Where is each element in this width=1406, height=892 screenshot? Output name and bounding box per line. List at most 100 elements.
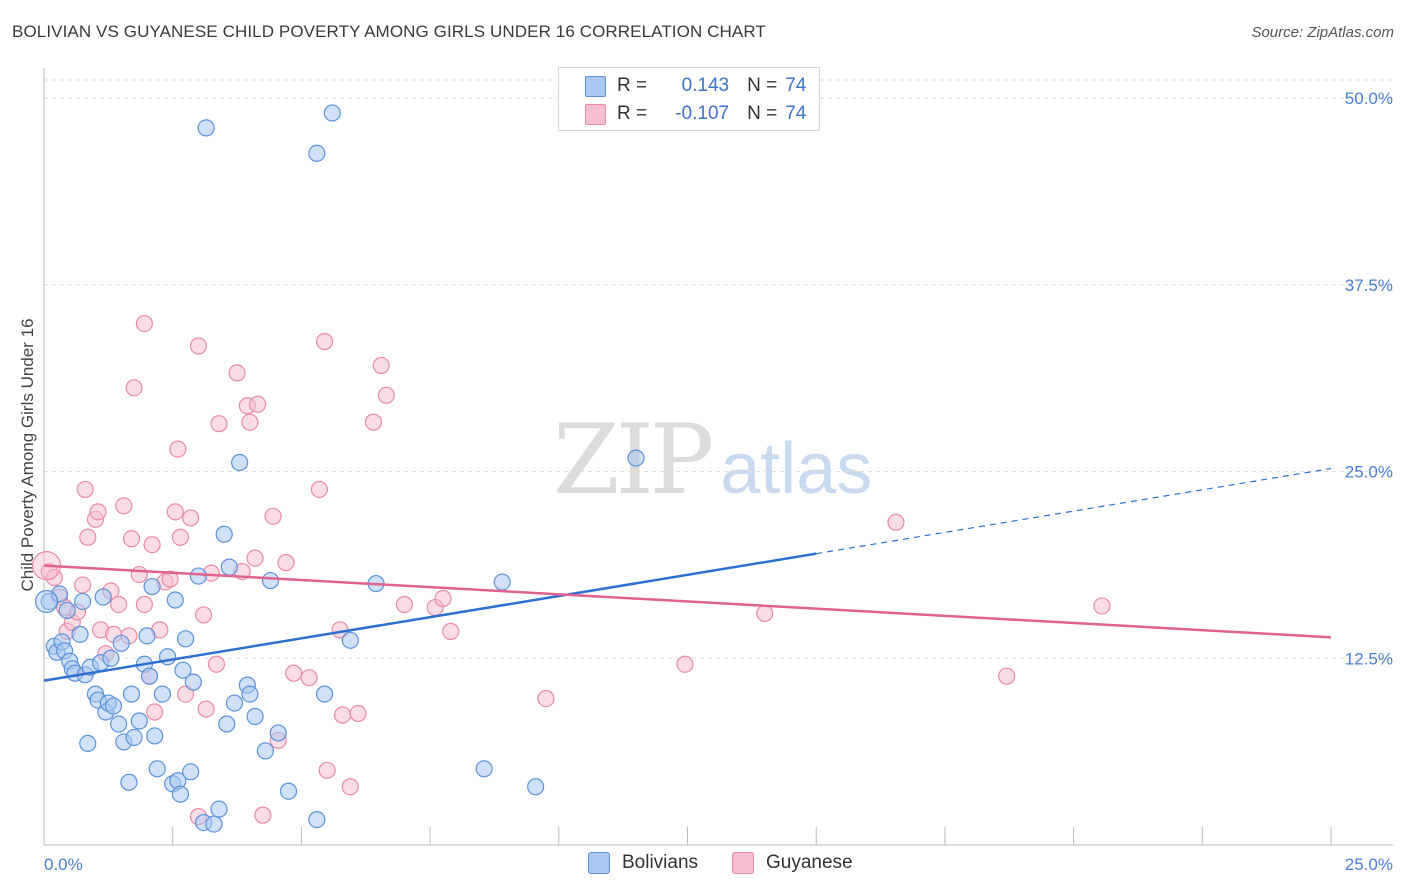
n-label: N = — [747, 75, 778, 96]
legend: Bolivians Guyanese — [0, 852, 1406, 878]
bolivian-point — [153, 685, 172, 703]
watermark-atlas: atlas — [720, 429, 873, 509]
n-label: N = — [747, 103, 778, 124]
bolivian-point — [125, 728, 143, 747]
guyanese-point — [89, 503, 107, 521]
bolivian-point — [341, 631, 359, 649]
bolivian-point — [218, 715, 236, 733]
guyanese-point — [254, 806, 272, 824]
bolivian-point — [256, 742, 274, 760]
bolivian-point — [189, 567, 208, 585]
guyanese-point — [189, 337, 208, 355]
bolivian-point — [122, 685, 141, 703]
guyanese-point — [310, 480, 329, 499]
bolivian-point — [627, 449, 645, 467]
guyanese-point — [135, 595, 153, 614]
bolivian-point — [182, 763, 200, 781]
guyanese-point — [110, 595, 128, 614]
guyanese-point — [135, 314, 153, 333]
guyanese-swatch — [585, 103, 606, 125]
guyanese-point — [74, 576, 92, 594]
stats-row-guyanese: R = -0.107 N = 74 — [585, 101, 806, 127]
bolivian-point — [527, 778, 545, 796]
bolivian-point — [246, 707, 264, 726]
bolivian-point — [58, 601, 76, 620]
guyanese-point — [130, 565, 148, 584]
guyanese-point — [143, 536, 161, 554]
guyanese-point — [246, 549, 264, 567]
bolivian-point — [215, 525, 233, 543]
guyanese-point — [146, 703, 164, 721]
bolivian-point — [315, 685, 334, 703]
bolivian-point — [112, 634, 130, 652]
guyanese-point — [197, 700, 215, 718]
stats-box: R = 0.143 N = 74 R = -0.107 N = 74 — [558, 67, 820, 131]
guyanese-point — [161, 570, 179, 588]
bolivian-point — [34, 589, 59, 614]
bolivian-point — [308, 811, 326, 829]
bolivian-point — [71, 625, 89, 643]
bolivian-point — [140, 667, 159, 685]
bolivian-point — [171, 785, 190, 803]
bolivian-point — [110, 715, 128, 733]
guyanese-point — [79, 528, 97, 546]
guyanese-point — [249, 395, 267, 413]
guyanese-point — [241, 413, 259, 431]
bolivian-point — [225, 694, 244, 712]
guyanese-point — [264, 507, 282, 525]
bolivians-trend-extension — [816, 467, 1332, 555]
stats-row-bolivians: R = 0.143 N = 74 — [585, 73, 807, 99]
bolivian-point — [148, 760, 166, 778]
bolivian-point — [205, 815, 223, 833]
watermark: ZIP atlas — [553, 404, 872, 516]
bolivian-point — [197, 119, 215, 137]
legend-item-bolivians[interactable]: Bolivians — [588, 852, 698, 874]
guyanese-point — [207, 655, 226, 673]
guyanese-point — [318, 761, 336, 779]
guyanese-point — [887, 513, 905, 531]
guyanese-point — [349, 704, 367, 723]
bolivian-point — [475, 760, 493, 778]
legend-item-guyanese[interactable]: Guyanese — [732, 852, 853, 874]
guyanese-point — [115, 497, 133, 515]
bolivian-point — [166, 591, 184, 609]
bolivian-point — [174, 661, 192, 679]
source-label: Source: ZipAtlas.com — [1251, 24, 1394, 41]
guyanese-point — [395, 595, 413, 614]
y-tick-label: 50.0% — [1345, 89, 1393, 108]
bolivians-trend-line — [43, 552, 817, 682]
bolivians-swatch — [585, 75, 606, 97]
bolivian-point — [261, 571, 280, 590]
guyanese-point — [333, 706, 352, 724]
bolivian-point — [241, 685, 259, 703]
bolivian-point — [308, 144, 326, 162]
guyanese-point — [122, 530, 141, 548]
guyanese-point — [998, 667, 1016, 685]
y-tick-label: 25.0% — [1345, 463, 1393, 482]
bolivian-point — [146, 727, 164, 745]
bolivian-point — [120, 773, 138, 791]
bolivian-point — [231, 453, 249, 472]
guyanese-point — [537, 689, 555, 708]
legend-label: Guyanese — [766, 852, 853, 873]
bolivian-point — [269, 724, 287, 742]
guyanese-point — [300, 669, 318, 687]
guyanese-point — [1093, 597, 1111, 615]
n-value: 74 — [785, 75, 807, 96]
guyanese-point — [169, 440, 187, 458]
guyanese-point — [315, 332, 334, 351]
bolivian-point — [176, 630, 195, 648]
guyanese-point — [442, 622, 460, 640]
bolivian-point — [210, 800, 228, 818]
y-tick-label: 12.5% — [1345, 649, 1393, 668]
x-tick-label: 25.0% — [1345, 855, 1393, 874]
r-value: -0.107 — [675, 103, 730, 124]
chart-title: BOLIVIAN VS GUYANESE CHILD POVERTY AMONG… — [12, 22, 766, 41]
bolivian-point — [130, 712, 148, 730]
guyanese-point — [194, 606, 213, 624]
guyanese-point — [182, 509, 200, 527]
bolivian-point — [74, 592, 92, 611]
x-tick-label: 0.0% — [44, 855, 83, 874]
bolivian-point — [279, 782, 298, 800]
bolivian-point — [184, 673, 202, 691]
